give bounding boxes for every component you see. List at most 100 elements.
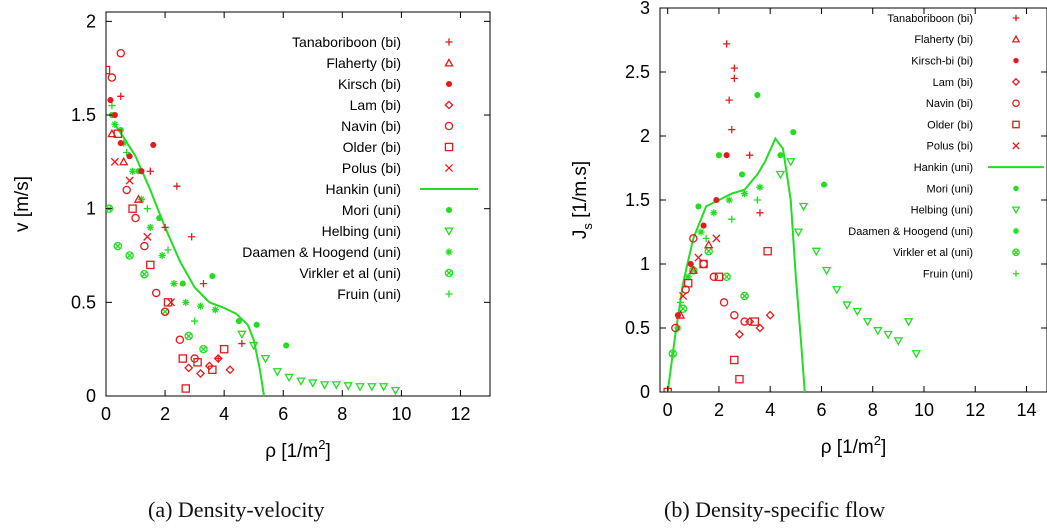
data-point <box>146 223 154 232</box>
data-point <box>723 40 731 48</box>
chart-density-velocity: 0 2 4 6 8 10 12 0 0.5 1 1.5 2 Tanaboriboon (bi) Flah… <box>12 11 491 462</box>
data-point <box>175 335 185 345</box>
data-point <box>811 247 822 257</box>
legend-marker <box>444 58 454 67</box>
caption-density-velocity: (a) Density-velocity <box>148 497 325 522</box>
legend-marker <box>1011 77 1021 87</box>
data-point <box>734 329 744 339</box>
data-point <box>699 259 708 269</box>
data-point <box>763 246 772 256</box>
legend-marker <box>444 121 454 131</box>
data-point <box>213 354 223 364</box>
legend-label: Daamen & Hoogend (uni) <box>848 226 973 238</box>
x-tick-label: 14 <box>1016 400 1036 420</box>
legend-label: Hankin (uni) <box>326 181 401 197</box>
legend-marker <box>445 80 453 88</box>
legend-marker <box>444 100 454 110</box>
legend-marker <box>1012 120 1020 129</box>
data-point <box>367 383 377 392</box>
data-point <box>248 341 259 351</box>
data-point <box>138 168 145 175</box>
data-point <box>798 202 809 212</box>
data-point <box>146 167 154 175</box>
legend-marker <box>1011 34 1021 43</box>
data-point <box>156 214 163 222</box>
data-point <box>272 368 283 377</box>
data-point <box>125 251 134 260</box>
legend-marker <box>445 290 453 298</box>
data-point <box>133 194 144 203</box>
data-point <box>725 196 733 204</box>
data-point <box>775 170 786 180</box>
legend-item: Lam (bi) <box>350 97 454 113</box>
plot-marks <box>663 40 921 392</box>
data-point <box>110 157 119 166</box>
legend-label: Flaherty (bi) <box>914 34 973 46</box>
data-point <box>714 272 724 282</box>
data-point <box>209 273 216 280</box>
y-axis-label: v [m/s] <box>12 176 33 232</box>
x-tick-label: 8 <box>868 400 878 420</box>
legend-label: Kirsch-bi (bi) <box>911 55 973 67</box>
plot-marks <box>106 48 401 396</box>
y-tick-label: 1.5 <box>625 190 650 210</box>
legend-marker <box>1012 227 1020 235</box>
y-tick-label: 0.5 <box>71 292 96 312</box>
data-point <box>355 383 365 392</box>
legend-marker <box>1012 14 1020 22</box>
data-point <box>140 269 149 279</box>
data-point <box>146 260 155 270</box>
data-point <box>204 361 214 371</box>
data-point <box>378 383 389 392</box>
data-point <box>712 234 721 243</box>
data-point <box>283 342 290 349</box>
data-point <box>756 183 764 191</box>
x-tick-label: 12 <box>450 404 470 424</box>
data-point <box>702 234 710 242</box>
y-tick-label: 3 <box>640 0 650 18</box>
y-tick-label: 0 <box>640 382 650 402</box>
data-point <box>123 148 131 157</box>
y-tick-label: 2 <box>86 11 96 31</box>
data-point <box>191 317 199 325</box>
legend-item: Helbing (uni) <box>911 205 1021 217</box>
data-point <box>119 156 129 166</box>
legend-item: Daamen & Hoogend (uni) <box>848 226 1020 238</box>
data-point <box>676 298 685 306</box>
data-point <box>679 291 688 301</box>
x-tick-label: 2 <box>160 404 170 424</box>
x-tick-label: 0 <box>101 404 111 424</box>
data-point <box>704 246 713 256</box>
y-tick-label: 2 <box>640 126 650 146</box>
legend-marker <box>444 268 454 278</box>
legend-label: Kirsch (bi) <box>338 76 401 92</box>
legend-label: Virkler et al (uni) <box>299 265 401 281</box>
data-point <box>319 381 330 390</box>
legend-marker <box>445 38 453 46</box>
data-point <box>675 310 686 319</box>
data-point <box>260 355 271 364</box>
data-point <box>117 92 125 100</box>
axis-ticks: 0 2 4 6 8 10 12 0 0.5 1 1.5 2 <box>71 11 490 424</box>
data-point <box>181 384 191 393</box>
data-point <box>695 203 702 210</box>
data-point <box>161 223 169 232</box>
x-tick-label: 8 <box>337 404 347 424</box>
data-point <box>107 73 117 82</box>
data-point <box>164 246 172 254</box>
data-point <box>703 239 714 249</box>
data-point <box>730 310 739 320</box>
data-point <box>728 126 736 134</box>
series-line <box>114 123 266 396</box>
data-point <box>738 171 746 178</box>
data-point <box>117 140 124 147</box>
data-point <box>143 232 152 241</box>
axis-ticks: 0 2 4 6 8 10 12 14 0 0.5 1 1.5 2 2.5 3 <box>625 0 1047 420</box>
data-point <box>182 298 190 306</box>
caption-density-specific-flow: (b) Density-specific flow <box>664 497 886 522</box>
legend-item: Flaherty (bi) <box>326 55 454 71</box>
data-point <box>107 128 117 138</box>
legend: Tanaboriboon (bi) Flaherty (bi) Kirsch (bi… <box>242 34 478 302</box>
data-point <box>219 344 229 354</box>
legend-item: Navin (bi) <box>341 118 454 134</box>
